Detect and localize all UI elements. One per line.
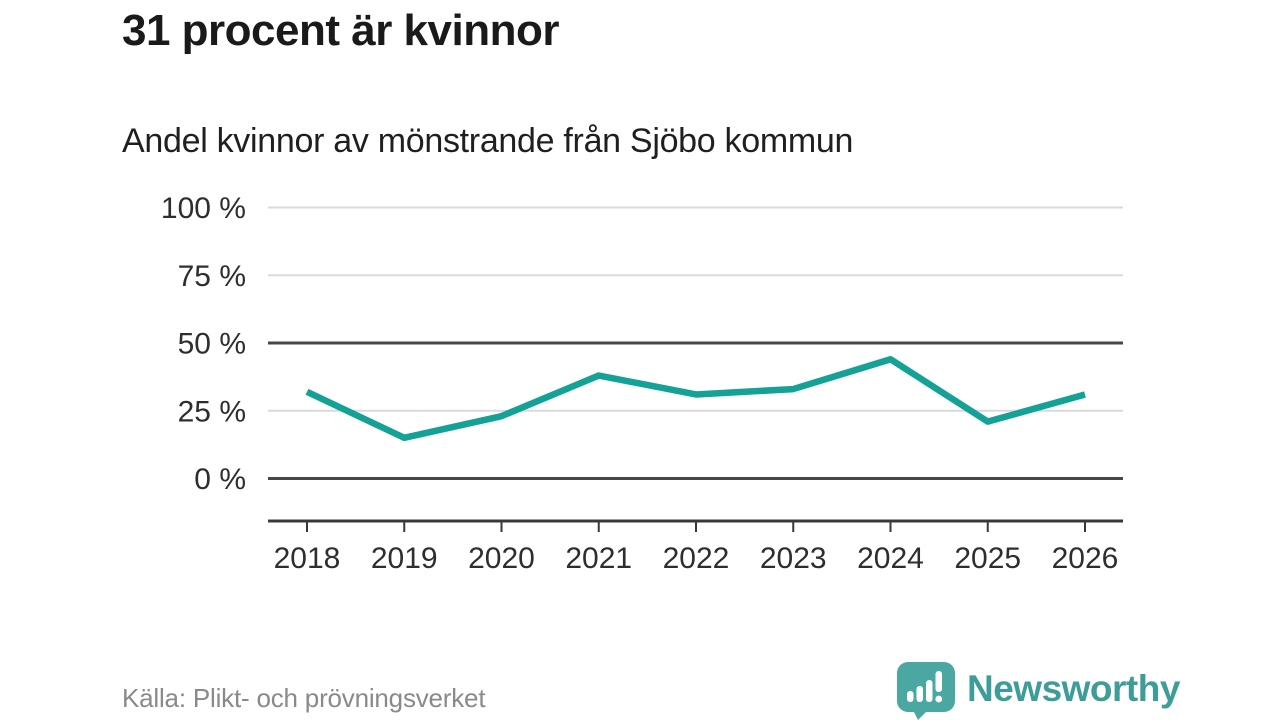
source-note: Källa: Plikt- och prövningsverket xyxy=(122,683,486,713)
y-tick-label: 50 % xyxy=(178,328,246,361)
x-tick-label: 2022 xyxy=(663,542,730,575)
newsworthy-logo: Newsworthy xyxy=(897,662,1180,720)
x-axis xyxy=(268,519,1123,532)
chart-subtitle: Andel kvinnor av mönstrande från Sjöbo k… xyxy=(122,122,854,160)
data-series xyxy=(305,356,1086,442)
x-tick-label: 2018 xyxy=(274,542,341,575)
x-tick-label: 2021 xyxy=(565,542,632,575)
logo-exclamation-dot xyxy=(935,695,943,703)
logo-bar-3 xyxy=(926,680,933,702)
y-tick-label: 25 % xyxy=(178,395,246,428)
x-tick-label: 2020 xyxy=(468,542,535,575)
x-tick-label: 2019 xyxy=(371,542,438,575)
logo-bar-2 xyxy=(916,686,923,702)
data-line-andel-kvinnor-av-m-nstrande xyxy=(305,356,1086,442)
gridlines xyxy=(268,206,1123,480)
logo-bubble-tail xyxy=(912,708,930,720)
y-tick-label: 0 % xyxy=(194,463,246,496)
x-axis-labels: 2018 2019 2020 2021 2022 2023 2024 2025 2026 xyxy=(274,542,1119,575)
logo-exclamation-bar xyxy=(935,671,942,692)
x-tick-label: 2025 xyxy=(954,542,1021,575)
newsworthy-wordmark: Newsworthy xyxy=(967,668,1180,709)
newsworthy-speech-bubble-chart-icon xyxy=(897,662,955,720)
x-tick-label: 2024 xyxy=(857,542,924,575)
y-tick-label: 75 % xyxy=(178,260,246,293)
y-tick-label: 100 % xyxy=(161,192,246,225)
x-tick-label: 2026 xyxy=(1052,542,1119,575)
line-chart: 0 % 25 % 50 % 75 % 100 % 2018 2019 2020 2021 202… xyxy=(161,192,1123,575)
logo-bar-1 xyxy=(907,691,914,702)
x-tick-label: 2023 xyxy=(760,542,827,575)
page-title: 31 procent är kvinnor xyxy=(122,6,559,55)
y-axis-labels: 0 % 25 % 50 % 75 % 100 % xyxy=(161,192,246,496)
